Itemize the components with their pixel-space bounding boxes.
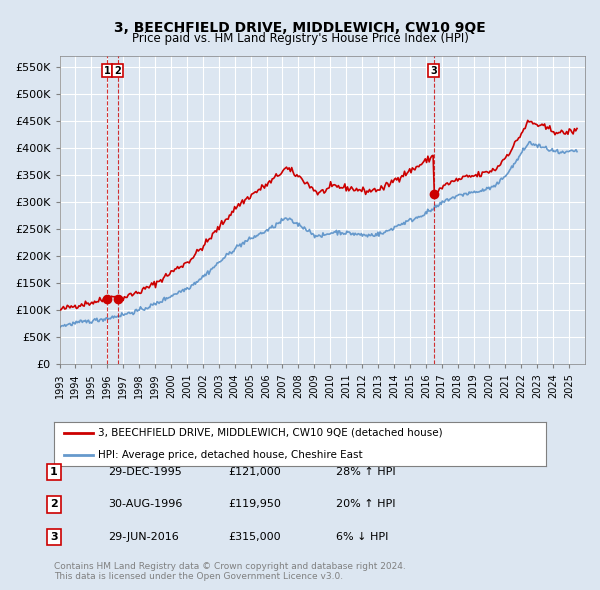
Text: HPI: Average price, detached house, Cheshire East: HPI: Average price, detached house, Ches… [98, 450, 363, 460]
Text: 3, BEECHFIELD DRIVE, MIDDLEWICH, CW10 9QE (detached house): 3, BEECHFIELD DRIVE, MIDDLEWICH, CW10 9Q… [98, 428, 443, 438]
Text: 3: 3 [430, 65, 437, 76]
Text: Contains HM Land Registry data © Crown copyright and database right 2024.: Contains HM Land Registry data © Crown c… [54, 562, 406, 571]
Text: 2: 2 [115, 65, 121, 76]
Text: 1: 1 [50, 467, 58, 477]
Text: 30-AUG-1996: 30-AUG-1996 [108, 500, 182, 509]
Text: 28% ↑ HPI: 28% ↑ HPI [336, 467, 395, 477]
Text: 29-JUN-2016: 29-JUN-2016 [108, 532, 179, 542]
Text: 29-DEC-1995: 29-DEC-1995 [108, 467, 182, 477]
Text: 6% ↓ HPI: 6% ↓ HPI [336, 532, 388, 542]
Text: This data is licensed under the Open Government Licence v3.0.: This data is licensed under the Open Gov… [54, 572, 343, 581]
Text: £119,950: £119,950 [228, 500, 281, 509]
Text: 3, BEECHFIELD DRIVE, MIDDLEWICH, CW10 9QE: 3, BEECHFIELD DRIVE, MIDDLEWICH, CW10 9Q… [114, 21, 486, 35]
Text: 3: 3 [50, 532, 58, 542]
Text: 2: 2 [50, 500, 58, 509]
Text: £315,000: £315,000 [228, 532, 281, 542]
Text: Price paid vs. HM Land Registry's House Price Index (HPI): Price paid vs. HM Land Registry's House … [131, 32, 469, 45]
Text: £121,000: £121,000 [228, 467, 281, 477]
Text: 20% ↑ HPI: 20% ↑ HPI [336, 500, 395, 509]
Text: 1: 1 [104, 65, 110, 76]
